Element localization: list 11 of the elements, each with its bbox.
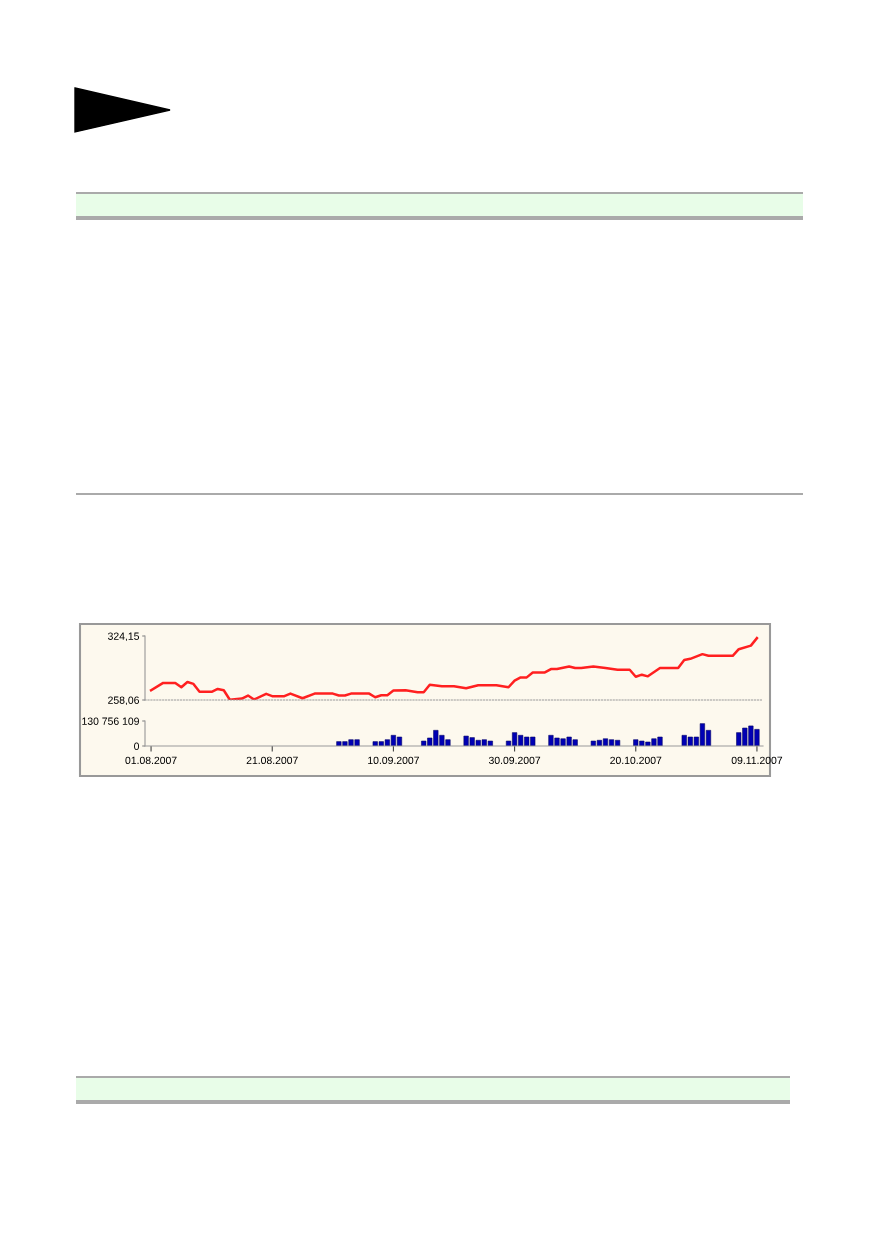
y-tick-label: 130 756 109 — [82, 717, 139, 725]
x-tick-label: 30.09.2007 — [488, 756, 541, 765]
y-tick-label: 0 — [134, 742, 140, 750]
x-tick-label: 09.11.2007 — [731, 756, 783, 765]
line-series — [149, 636, 759, 700]
x-tick-label: 01.08.2007 — [125, 756, 177, 765]
x-tick-label: 10.09.2007 — [368, 756, 419, 765]
y-tick-label: 324,15 — [107, 632, 140, 642]
x-tick-label: 20.10.2007 — [610, 756, 662, 765]
y-tick-label: 258,06 — [108, 696, 139, 706]
x-tick-label: 21.08.2007 — [246, 756, 298, 765]
